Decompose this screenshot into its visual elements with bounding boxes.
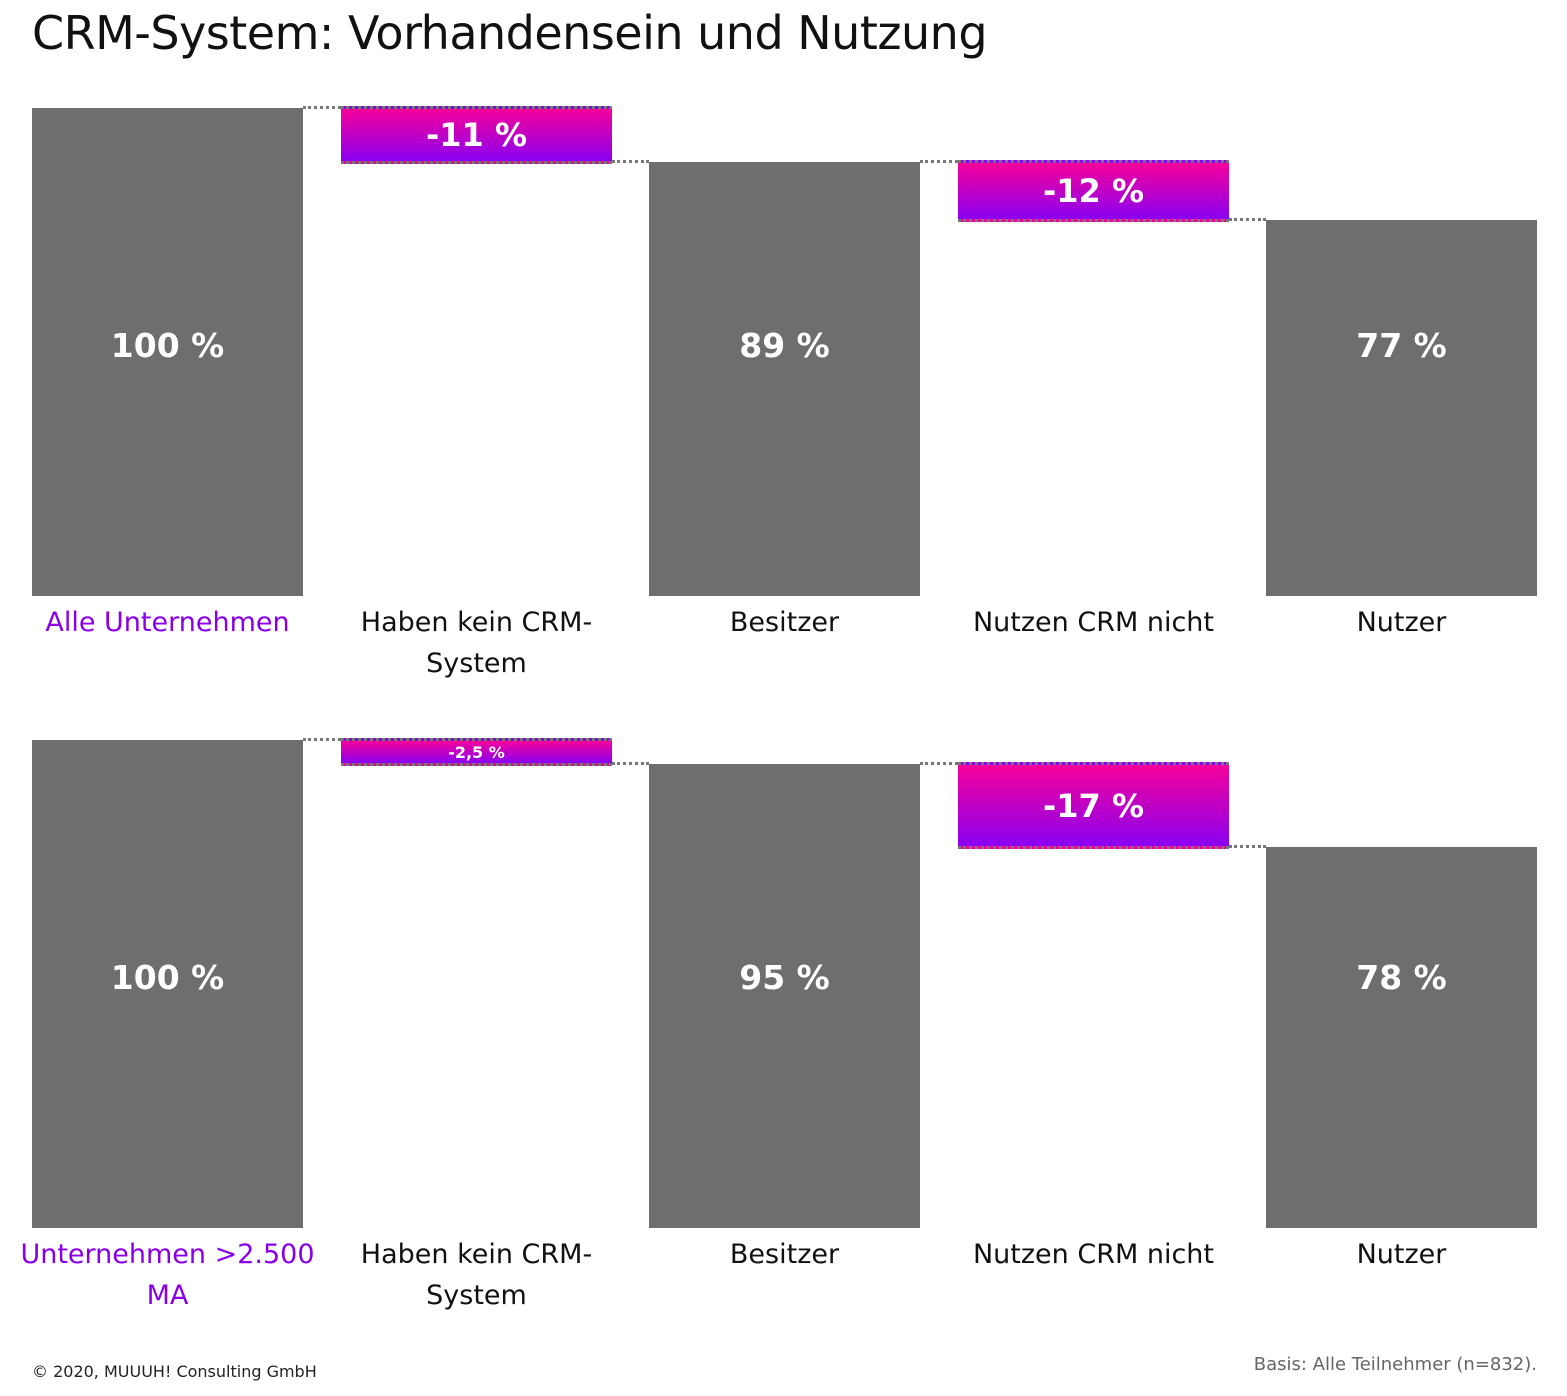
category-label: Besitzer: [729, 607, 840, 638]
copyright: © 2020, MUUUH! Consulting GmbH: [32, 1362, 317, 1381]
connector-line: [303, 738, 341, 741]
delta-value-label: -2,5 %: [448, 742, 505, 762]
bar-value-label: 100 %: [110, 326, 225, 365]
chart-title: CRM-System: Vorhandensein und Nutzung: [32, 6, 988, 60]
connector-line: [612, 762, 649, 766]
delta-bar: -12 %: [958, 159, 1229, 223]
connector-line: [920, 762, 958, 766]
bar-value-label: 100 %: [110, 958, 225, 997]
delta-bar: -11 %: [341, 106, 612, 164]
delta-value-label: -12 %: [1042, 171, 1144, 210]
category-label: Alle Unternehmen: [45, 607, 290, 638]
delta-value-label: -11 %: [425, 115, 527, 154]
waterfall-bar: 95 %: [649, 764, 920, 1228]
category-label: Besitzer: [729, 1239, 840, 1270]
category-label: Nutzer: [1356, 607, 1447, 638]
bar-value-label: 77 %: [1356, 325, 1447, 365]
category-label: Nutzen CRM nicht: [972, 607, 1215, 638]
connector-line: [612, 159, 649, 163]
category-label: Haben kein CRM-System: [360, 607, 593, 679]
waterfall-bar: 100 %: [32, 108, 303, 596]
bar-value-label: 89 %: [739, 325, 830, 365]
delta-bar: -2,5 %: [341, 738, 612, 767]
category-label: Nutzer: [1356, 1239, 1447, 1270]
category-label: Nutzen CRM nicht: [972, 1239, 1215, 1270]
connector-line: [1229, 845, 1266, 849]
waterfall-bar: 78 %: [1266, 847, 1537, 1228]
category-label: Haben kein CRM-System: [360, 1239, 593, 1311]
connector-line: [920, 159, 958, 163]
delta-bar: -17 %: [958, 762, 1229, 850]
waterfall-bar: 89 %: [649, 161, 920, 596]
category-label: Unternehmen >2.500 MA: [20, 1239, 315, 1311]
delta-value-label: -17 %: [1042, 786, 1144, 825]
connector-line: [1229, 218, 1266, 222]
bar-value-label: 78 %: [1356, 957, 1447, 997]
basis-note: Basis: Alle Teilnehmer (n=832).: [1253, 1354, 1537, 1375]
waterfall-bar: 77 %: [1266, 220, 1537, 596]
connector-line: [303, 106, 341, 109]
bar-value-label: 95 %: [739, 957, 830, 997]
waterfall-bar: 100 %: [32, 740, 303, 1228]
